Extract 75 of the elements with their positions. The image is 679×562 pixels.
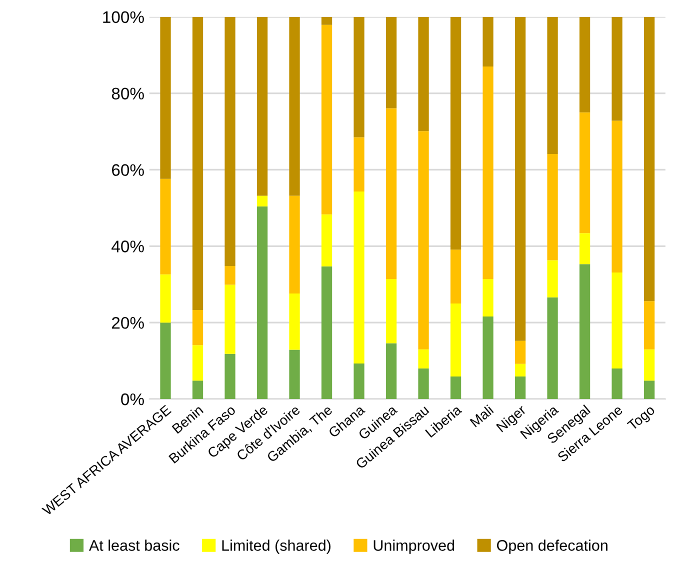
- bar: [514, 340, 526, 364]
- bar: [160, 178, 171, 274]
- bar: [321, 16, 332, 25]
- y-tick-label: 80%: [112, 88, 144, 100]
- bar: [354, 192, 364, 364]
- bar: [612, 120, 622, 273]
- bar: [547, 16, 558, 154]
- bar: [418, 131, 429, 350]
- bar: [386, 16, 397, 108]
- bar: [644, 301, 655, 350]
- bar: [547, 260, 558, 298]
- bar: [354, 16, 364, 138]
- bar: [579, 112, 590, 234]
- bar: [192, 310, 204, 346]
- bar: [418, 368, 429, 400]
- bar: [612, 272, 622, 368]
- y-tick-label: 60%: [112, 164, 144, 176]
- x-tick-label: Togo: [626, 404, 658, 433]
- bar: [386, 343, 397, 400]
- bar: [514, 16, 526, 341]
- bar: [224, 16, 236, 266]
- bar: [418, 16, 429, 132]
- bar: [482, 279, 494, 316]
- y-tick-label: 40%: [112, 240, 144, 252]
- bar: [482, 66, 494, 280]
- bar: [450, 250, 462, 304]
- legend-label: Unimproved: [374, 540, 454, 554]
- bar: [289, 196, 300, 294]
- bar: [450, 303, 462, 376]
- bar: [612, 16, 622, 121]
- bar: [289, 294, 300, 350]
- bar: [612, 368, 622, 400]
- legend-label: At least basic: [88, 540, 180, 551]
- bar: [354, 363, 364, 400]
- bar: [321, 24, 332, 214]
- bar: [256, 196, 268, 206]
- bar: [192, 16, 204, 310]
- bar: [354, 137, 364, 192]
- bar: [644, 16, 655, 302]
- bar: [289, 350, 300, 400]
- bar: [160, 322, 171, 400]
- bar: [418, 349, 429, 368]
- bar: [386, 279, 397, 344]
- bar: [644, 349, 655, 381]
- bar: [514, 364, 526, 376]
- y-tick-label: 0%: [121, 393, 144, 406]
- bar: [579, 264, 590, 400]
- x-tick-label: Mali: [469, 404, 494, 428]
- bar: [256, 16, 268, 196]
- bar: [547, 297, 558, 400]
- bar: [256, 206, 268, 400]
- bar: [482, 316, 494, 400]
- bar: [514, 376, 526, 400]
- bar: [450, 376, 462, 400]
- y-tick-label: 20%: [112, 316, 144, 329]
- bar: [224, 266, 236, 285]
- bar: [579, 233, 590, 264]
- bar: [192, 380, 204, 400]
- bar: [224, 354, 236, 400]
- bar: [160, 16, 171, 179]
- bar: [547, 154, 558, 260]
- legend-label: Limited (shared): [222, 540, 330, 554]
- bar: [644, 380, 655, 400]
- bar: [321, 266, 332, 400]
- bar: [192, 345, 204, 381]
- bar: [321, 214, 332, 266]
- bar: [224, 284, 236, 354]
- bar: [289, 16, 300, 196]
- legend-label: Open defecation: [497, 540, 608, 554]
- bar: [386, 108, 397, 280]
- bar: [160, 274, 171, 323]
- y-tick-label: 100%: [103, 11, 144, 24]
- bar: [482, 16, 494, 67]
- bar: [450, 16, 462, 250]
- bar: [579, 16, 590, 112]
